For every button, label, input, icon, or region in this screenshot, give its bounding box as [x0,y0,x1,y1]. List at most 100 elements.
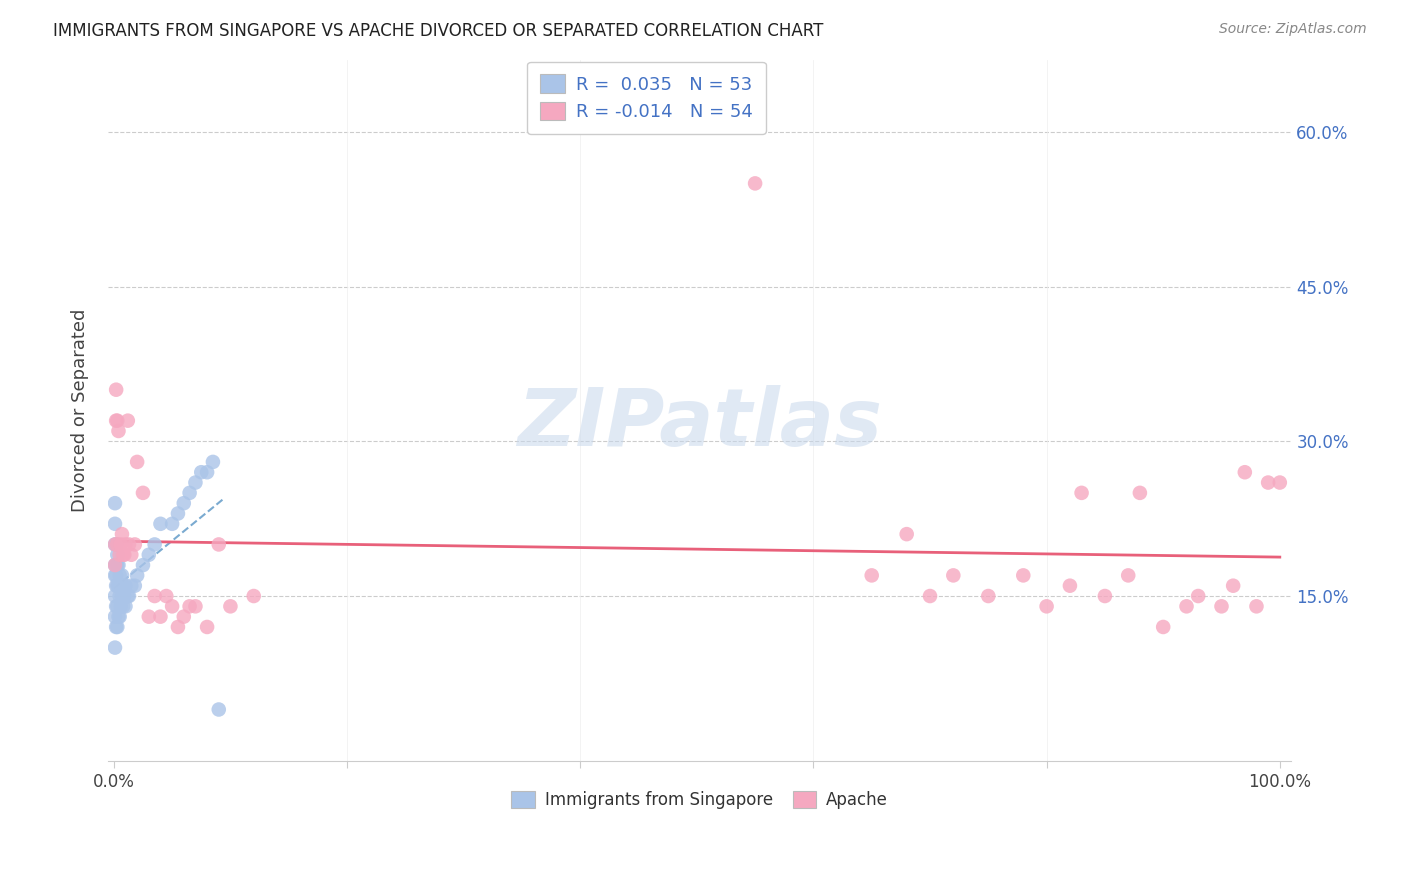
Point [105,579,128,593]
Point [114,579,136,593]
Point [104,496,127,510]
Point [114,537,136,551]
Point [104,589,127,603]
Point [977,589,1000,603]
Point [127,568,149,582]
Point [105,620,128,634]
Point [896,527,918,541]
Point [149,516,172,531]
Point [111,527,134,541]
Point [1129,486,1152,500]
Point [105,620,128,634]
Point [105,537,128,551]
Point [105,568,128,582]
Point [1175,599,1198,614]
Point [111,568,134,582]
Point [105,537,128,551]
Text: IMMIGRANTS FROM SINGAPORE VS APACHE DIVORCED OR SEPARATED CORRELATION CHART: IMMIGRANTS FROM SINGAPORE VS APACHE DIVO… [53,22,824,40]
Point [201,455,224,469]
Point [242,589,264,603]
Point [1012,568,1035,582]
Point [105,599,128,614]
Point [143,537,166,551]
Point [160,599,183,614]
Point [1094,589,1116,603]
Point [143,589,166,603]
Point [108,589,131,603]
Point [104,568,127,582]
Point [744,177,766,191]
Point [104,609,127,624]
Point [120,579,142,593]
Point [104,537,127,551]
Point [132,486,155,500]
Point [167,620,190,634]
Point [105,383,128,397]
Point [107,558,129,572]
Point [112,589,135,603]
Point [160,516,183,531]
Point [1070,486,1092,500]
Point [112,599,135,614]
Point [127,455,149,469]
Point [1233,465,1256,479]
Point [118,537,141,551]
Point [117,589,139,603]
Point [184,599,207,614]
Point [190,465,212,479]
Point [104,640,127,655]
Point [173,496,195,510]
Point [104,537,127,551]
Point [124,579,146,593]
Point [184,475,207,490]
Point [1211,599,1233,614]
Point [111,589,134,603]
Point [138,609,160,624]
Point [860,568,883,582]
Point [104,516,127,531]
Point [110,537,132,551]
Point [108,568,131,582]
Point [208,537,231,551]
Text: ZIPatlas: ZIPatlas [517,385,882,463]
Point [112,548,135,562]
Legend: Immigrants from Singapore, Apache: Immigrants from Singapore, Apache [505,784,894,816]
Point [108,548,131,562]
Point [112,548,135,562]
Point [132,558,155,572]
Point [105,414,128,428]
Point [105,548,128,562]
Point [1116,568,1139,582]
Point [179,486,201,500]
Point [105,558,128,572]
Point [1257,475,1279,490]
Point [107,424,129,438]
Point [124,537,146,551]
Point [195,620,218,634]
Point [1222,579,1244,593]
Point [138,548,160,562]
Point [110,579,132,593]
Point [120,548,142,562]
Point [173,609,195,624]
Point [208,702,231,716]
Point [167,507,190,521]
Point [195,465,218,479]
Y-axis label: Divorced or Separated: Divorced or Separated [72,309,89,512]
Point [1152,620,1174,634]
Point [107,609,129,624]
Point [110,599,132,614]
Point [105,599,128,614]
Point [1035,599,1057,614]
Point [1187,589,1209,603]
Point [155,589,177,603]
Point [1268,475,1291,490]
Point [104,558,127,572]
Point [105,558,128,572]
Point [118,589,141,603]
Point [114,599,136,614]
Point [1059,579,1081,593]
Point [108,609,131,624]
Point [105,579,128,593]
Point [942,568,965,582]
